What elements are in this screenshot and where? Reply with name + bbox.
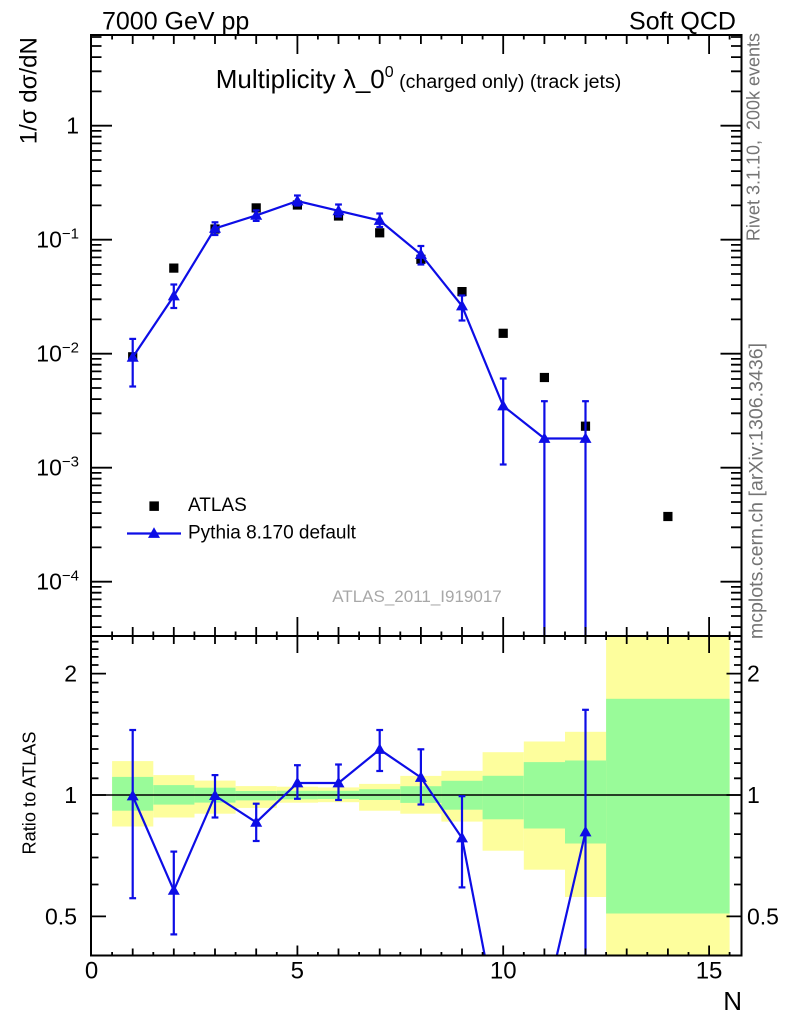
svg-text:N: N xyxy=(723,986,742,1016)
svg-text:0: 0 xyxy=(85,958,98,985)
svg-text:Pythia 8.170 default: Pythia 8.170 default xyxy=(188,523,357,544)
svg-text:1: 1 xyxy=(747,782,760,808)
svg-text:0.5: 0.5 xyxy=(45,903,77,929)
svg-text:10: 10 xyxy=(490,958,517,985)
svg-text:2: 2 xyxy=(747,661,760,687)
svg-text:1/σ dσ/dN: 1/σ dσ/dN xyxy=(16,37,43,144)
svg-text:mcplots.cern.ch [arXiv:1306.34: mcplots.cern.ch [arXiv:1306.3436] xyxy=(746,343,768,639)
svg-text:1: 1 xyxy=(64,782,77,808)
svg-text:7000 GeV pp: 7000 GeV pp xyxy=(102,8,249,36)
svg-text:ATLAS_2011_I919017: ATLAS_2011_I919017 xyxy=(332,587,502,606)
svg-text:1: 1 xyxy=(66,113,79,139)
svg-text:0.5: 0.5 xyxy=(747,903,779,929)
svg-text:5: 5 xyxy=(291,958,304,985)
svg-text:Ratio to ATLAS: Ratio to ATLAS xyxy=(20,732,40,855)
svg-text:Soft QCD: Soft QCD xyxy=(629,8,736,36)
svg-text:15: 15 xyxy=(696,958,723,985)
svg-text:Multiplicity λ_00 (charged onl: Multiplicity λ_00 (charged only) (track … xyxy=(216,64,622,94)
svg-text:Rivet 3.1.10, 200k events: Rivet 3.1.10, 200k events xyxy=(744,33,764,241)
svg-text:2: 2 xyxy=(64,661,77,687)
svg-text:ATLAS: ATLAS xyxy=(188,495,247,516)
